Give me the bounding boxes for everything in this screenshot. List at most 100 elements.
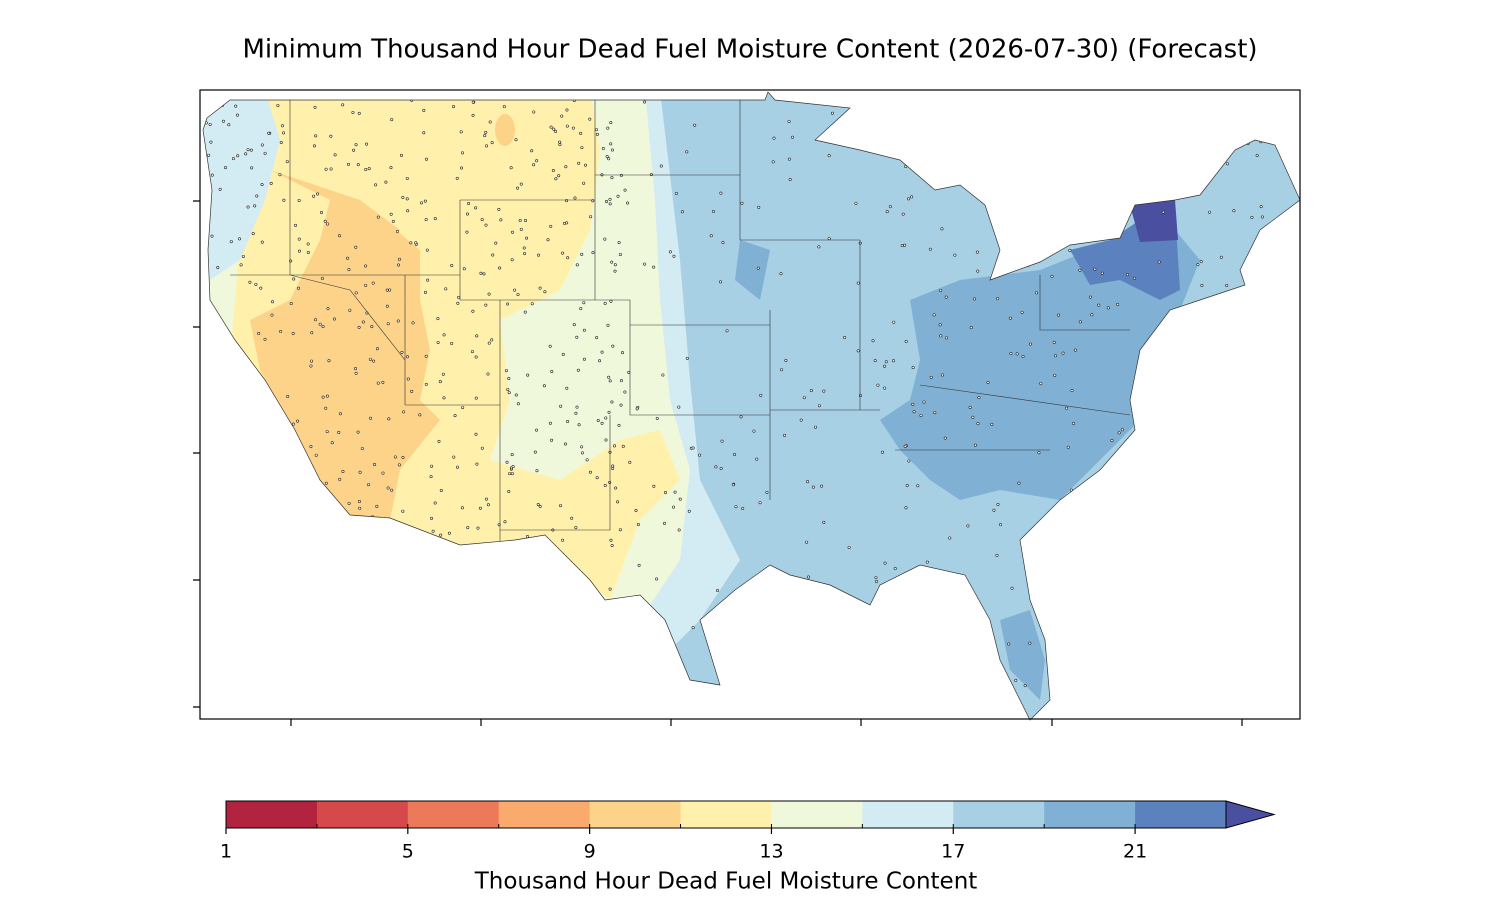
station xyxy=(250,452,254,456)
station xyxy=(598,359,602,363)
station xyxy=(928,109,932,113)
station xyxy=(320,277,324,281)
station xyxy=(843,336,847,340)
station xyxy=(217,395,221,399)
station xyxy=(261,427,265,431)
station xyxy=(291,447,295,451)
station xyxy=(526,373,530,377)
station xyxy=(371,281,375,285)
station xyxy=(372,359,376,363)
station xyxy=(588,470,592,474)
station xyxy=(450,342,454,346)
station xyxy=(263,337,267,341)
station xyxy=(1092,168,1096,172)
station xyxy=(381,471,385,475)
station xyxy=(1263,694,1267,698)
station xyxy=(973,443,977,447)
station xyxy=(480,446,484,450)
station xyxy=(939,334,943,338)
station xyxy=(1137,582,1141,586)
station xyxy=(239,263,243,267)
station xyxy=(418,533,422,537)
station xyxy=(257,332,261,336)
station xyxy=(374,183,378,187)
station xyxy=(565,124,569,128)
station xyxy=(734,505,738,509)
station xyxy=(1118,578,1122,582)
station xyxy=(525,535,529,539)
station xyxy=(251,232,255,236)
station xyxy=(580,445,584,449)
station xyxy=(1112,697,1116,701)
station xyxy=(1208,210,1212,214)
station xyxy=(827,154,831,158)
station xyxy=(1147,383,1151,387)
station xyxy=(1191,540,1195,544)
station xyxy=(891,359,895,363)
station xyxy=(562,221,566,225)
station xyxy=(399,153,403,157)
station xyxy=(975,250,979,254)
station xyxy=(1265,309,1269,313)
station xyxy=(271,300,275,304)
station xyxy=(354,371,358,375)
station xyxy=(1254,647,1258,651)
station xyxy=(255,534,259,538)
station xyxy=(452,105,456,109)
station xyxy=(401,456,405,460)
station xyxy=(571,126,575,130)
station xyxy=(811,485,815,489)
station xyxy=(995,553,999,557)
station xyxy=(298,508,302,512)
station xyxy=(338,412,342,416)
station xyxy=(1214,348,1218,352)
station xyxy=(575,263,579,267)
station xyxy=(227,123,231,127)
station xyxy=(314,134,318,138)
station xyxy=(312,514,316,518)
station xyxy=(217,484,221,488)
station xyxy=(511,465,515,469)
station xyxy=(254,282,258,286)
station xyxy=(1028,342,1032,346)
station xyxy=(364,264,368,268)
station xyxy=(358,506,362,510)
station xyxy=(1207,318,1211,322)
station xyxy=(356,430,360,434)
station xyxy=(348,308,352,312)
station xyxy=(948,536,952,540)
station xyxy=(419,201,423,205)
station xyxy=(563,442,567,446)
station xyxy=(488,120,492,124)
station xyxy=(482,272,486,276)
station xyxy=(241,254,245,258)
station xyxy=(375,504,379,508)
station xyxy=(460,151,464,155)
station xyxy=(1174,567,1178,571)
station xyxy=(333,153,337,157)
station xyxy=(652,265,656,269)
station xyxy=(791,135,795,139)
station xyxy=(523,219,527,223)
station xyxy=(1134,577,1138,581)
station xyxy=(354,367,358,371)
station xyxy=(437,439,441,443)
station xyxy=(423,199,427,203)
station xyxy=(390,118,394,122)
station xyxy=(1172,498,1176,502)
station xyxy=(1245,598,1249,602)
station xyxy=(210,173,214,177)
station xyxy=(778,602,782,606)
station xyxy=(550,438,554,442)
station xyxy=(691,626,695,630)
station xyxy=(1064,622,1068,626)
station xyxy=(618,252,622,256)
station xyxy=(986,380,990,384)
station xyxy=(221,119,225,123)
station xyxy=(559,504,563,508)
station xyxy=(317,541,321,545)
station xyxy=(314,453,318,457)
station xyxy=(649,173,653,177)
station xyxy=(551,169,555,173)
station xyxy=(907,459,911,463)
